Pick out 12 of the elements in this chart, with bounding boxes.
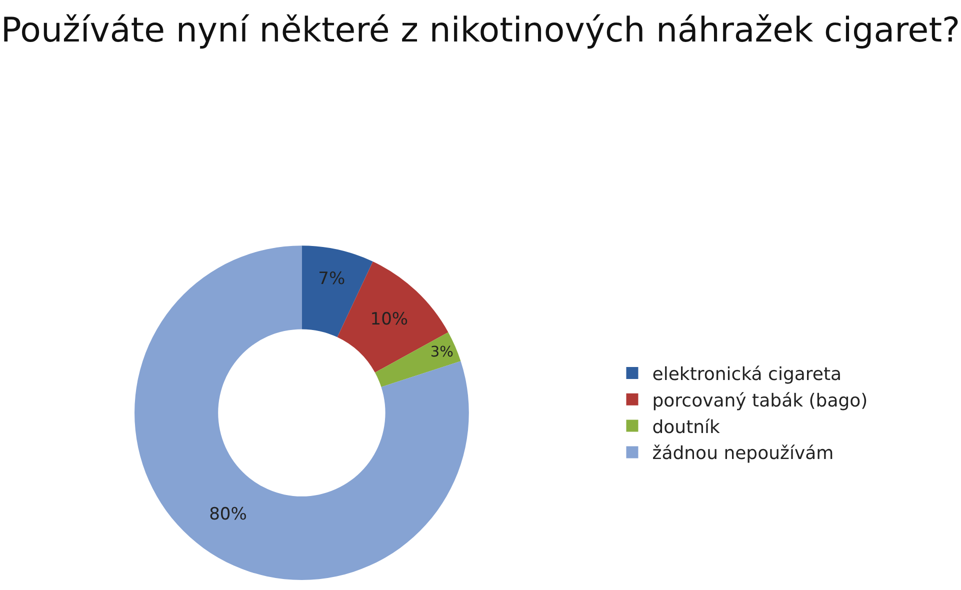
data-label: 80%: [209, 504, 247, 524]
data-label: 10%: [370, 310, 408, 330]
legend-label: doutník: [652, 416, 721, 438]
data-label: 3%: [430, 343, 454, 360]
chart-title: Používáte nyní některé z nikotinových náhražek cigaret?: [0, 10, 960, 50]
legend-label: porcovaný tabák (bago): [652, 390, 868, 412]
donut-slice: [302, 246, 373, 338]
legend-label: elektronická cigareta: [652, 364, 842, 386]
donut-slice: [374, 332, 461, 387]
donut-slice: [134, 246, 469, 580]
data-label: 7%: [318, 268, 346, 289]
legend-label: žádnou nepoužívám: [652, 443, 834, 464]
